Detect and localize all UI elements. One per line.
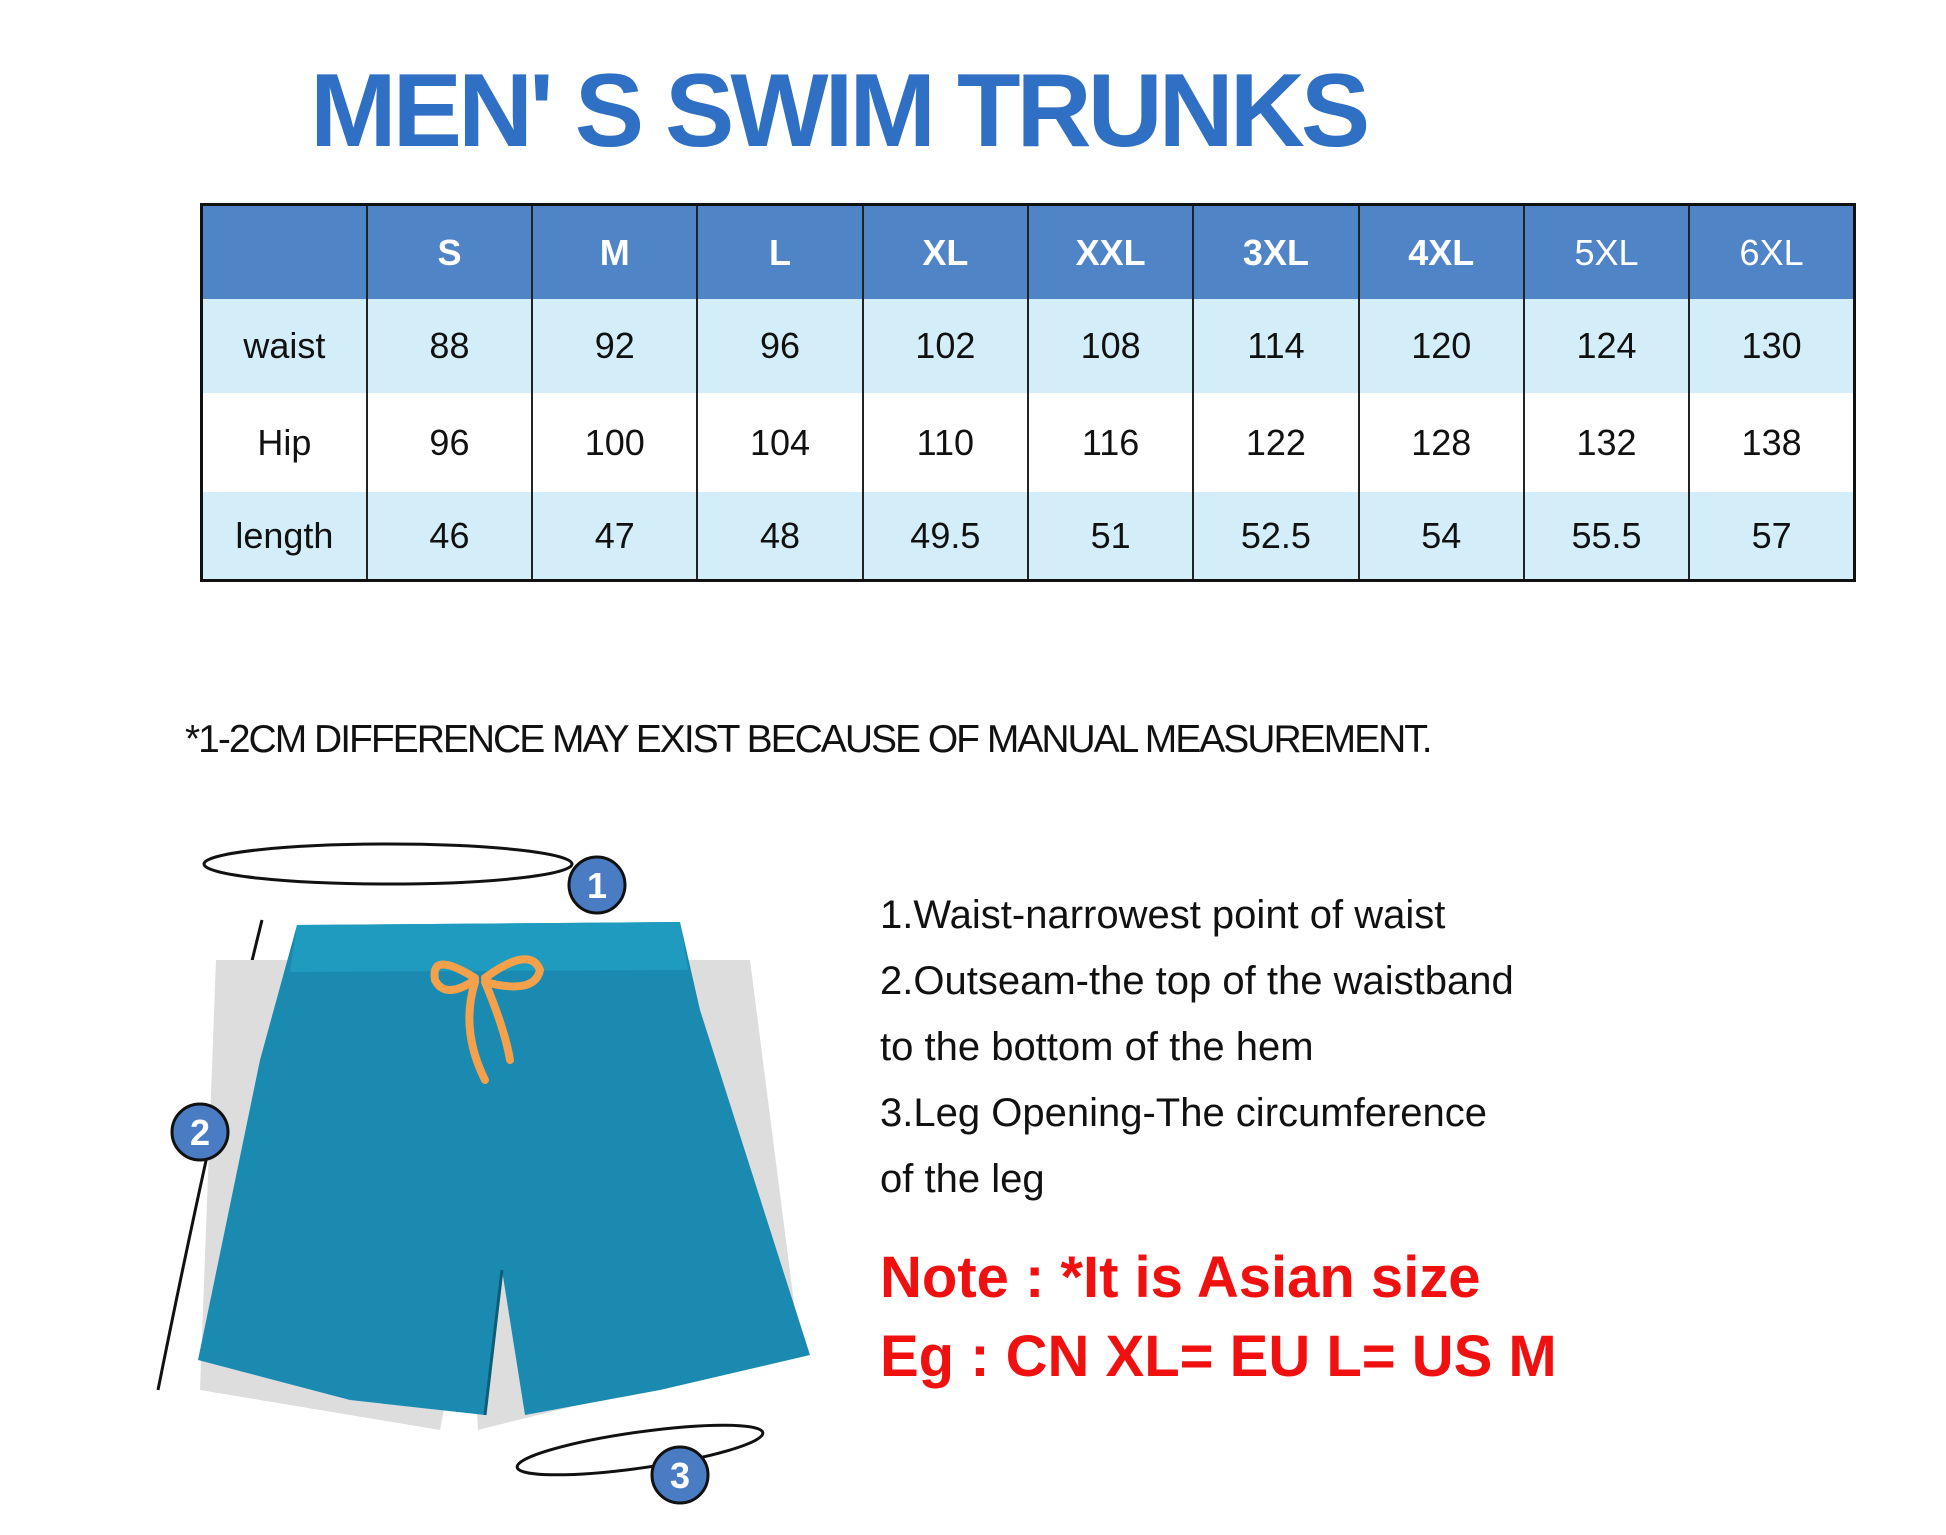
marker-3: 3 <box>650 1445 710 1505</box>
table-cell: 128 <box>1357 393 1524 492</box>
table-cell: 52.5 <box>1192 492 1359 581</box>
leg-opening-ring <box>515 1423 765 1477</box>
svg-text:3: 3 <box>670 1455 690 1496</box>
measurement-disclaimer: *1-2CM DIFFERENCE MAY EXIST BECAUSE OF M… <box>185 718 1433 761</box>
table-cell: 54 <box>1357 492 1524 581</box>
table-cell: 132 <box>1522 393 1690 492</box>
description-line: to the bottom of the hem <box>880 1025 1314 1069</box>
table-row-length: length 46 47 48 49.5 51 52.5 54 55.5 57 <box>201 492 1855 581</box>
waist-ring <box>202 842 574 886</box>
table-cell: 96 <box>696 299 863 393</box>
table-cell: 102 <box>861 299 1028 393</box>
header-cell: L <box>696 204 863 299</box>
table-cell: 122 <box>1192 393 1359 492</box>
table-cell: 55.5 <box>1522 492 1690 581</box>
svg-text:1: 1 <box>587 865 607 906</box>
description-line: 2.Outseam-the top of the waistband <box>880 959 1514 1003</box>
table-cell: 110 <box>861 393 1028 492</box>
svg-text:2: 2 <box>190 1112 210 1153</box>
table-cell: 130 <box>1688 299 1855 393</box>
leg-seam <box>483 1269 504 1416</box>
table-cell: 48 <box>696 492 863 581</box>
header-cell: 3XL <box>1192 204 1359 299</box>
header-cell: 6XL <box>1688 204 1855 299</box>
table-cell: 108 <box>1026 299 1194 393</box>
table-cell: 114 <box>1192 299 1359 393</box>
header-cell: 4XL <box>1357 204 1524 299</box>
table-cell: 96 <box>365 393 533 492</box>
table-cell: 88 <box>365 299 533 393</box>
header-row: S M L XL XXL 3XL 4XL 5XL 6XL <box>201 204 1855 299</box>
table-cell: 92 <box>531 299 698 393</box>
waistband <box>290 922 688 972</box>
header-cell: 5XL <box>1522 204 1690 299</box>
shorts-diagram: 1 2 3 <box>156 842 810 1505</box>
note-line-2: Eg : CN XL= EU L= US M <box>880 1324 1557 1389</box>
page-title: MEN' S SWIM TRUNKS <box>310 53 1370 169</box>
description-line: 1.Waist-narrowest point of waist <box>880 893 1446 937</box>
header-cell <box>201 204 367 299</box>
table-cell: 100 <box>531 393 698 492</box>
table-cell: 138 <box>1688 393 1855 492</box>
row-label: waist <box>201 299 367 393</box>
table-cell: 116 <box>1026 393 1194 492</box>
table-cell: 51 <box>1026 492 1194 581</box>
description-line: 3.Leg Opening-The circumference <box>880 1091 1487 1135</box>
table-cell: 120 <box>1357 299 1524 393</box>
table-cell: 47 <box>531 492 698 581</box>
table-row-hip: Hip 96 100 104 110 116 122 128 132 138 <box>201 393 1855 492</box>
header-cell: XXL <box>1026 204 1194 299</box>
table-cell: 124 <box>1522 299 1690 393</box>
table-cell: 57 <box>1688 492 1855 581</box>
table-cell: 49.5 <box>861 492 1028 581</box>
size-note: Note : *It is Asian size Eg : CN XL= EU … <box>880 1238 1557 1396</box>
size-chart-table: S M L XL XXL 3XL 4XL 5XL 6XL waist 88 92… <box>200 203 1856 582</box>
header-cell: XL <box>861 204 1028 299</box>
description-line: of the leg <box>880 1157 1045 1201</box>
drawstring-icon <box>430 955 545 1084</box>
header-cell: M <box>531 204 698 299</box>
table-cell: 104 <box>696 393 863 492</box>
row-label: Hip <box>201 393 367 492</box>
header-cell: S <box>365 204 533 299</box>
marker-2: 2 <box>170 1102 230 1162</box>
table-cell: 46 <box>365 492 533 581</box>
note-line-1: Note : *It is Asian size <box>880 1245 1481 1310</box>
shorts-body <box>198 922 810 1415</box>
table-row-waist: waist 88 92 96 102 108 114 120 124 130 <box>201 299 1855 393</box>
measurement-descriptions: 1.Waist-narrowest point of waist 2.Outse… <box>880 882 1514 1212</box>
marker-1: 1 <box>567 855 627 915</box>
row-label: length <box>201 492 367 581</box>
